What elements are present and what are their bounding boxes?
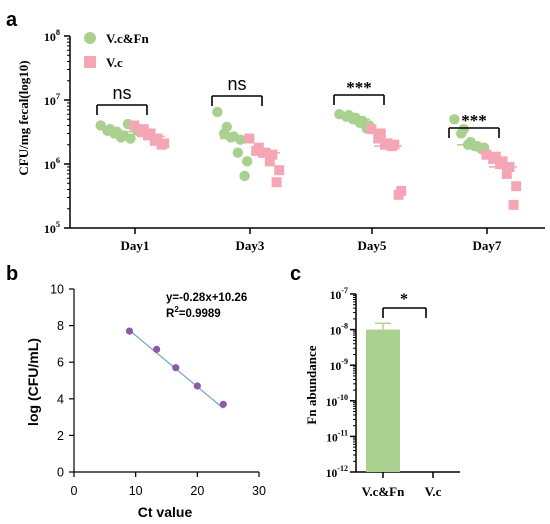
panel-a-point-vc: [143, 130, 153, 141]
panel-c-bar-vcfn: [366, 329, 400, 472]
panel-a-point-vc: [373, 133, 384, 144]
panel-a-point-vcfn: [125, 133, 136, 144]
panel-c-y-tick-label: 10-10: [326, 393, 348, 409]
panel-a-significance: ns ns *** ***: [96, 74, 500, 138]
panel-c-y-ticks: 10-12 10-11 10-10 10-9 10-8 10-7: [326, 286, 356, 480]
panel-c-significance: *: [382, 291, 427, 318]
panel-a-point-vcfn: [212, 106, 223, 118]
panel-a-significance-label: ns: [227, 74, 246, 94]
panel-b-point: [193, 382, 201, 390]
panel-c-x-ticks: V.c&Fn V.c: [362, 472, 442, 499]
panel-b-x-tick-label: 30: [252, 484, 266, 498]
panel-a-x-ticks: Day1 Day3 Day5 Day7: [121, 228, 502, 253]
panel-b-point: [125, 327, 134, 335]
panel-a-point-vc: [156, 139, 167, 150]
panel-c-y-tick-label: 10-7: [330, 286, 348, 302]
panel-c-y-tick-label: 10-8: [330, 322, 348, 338]
panel-a-x-tick-label: Day7: [473, 238, 502, 253]
panel-a-point-vcfn: [225, 132, 237, 143]
panel-a-point-vcfn: [115, 132, 127, 143]
panel-a-marks: [95, 106, 522, 210]
panel-c-ylabel: Fn abundance: [304, 345, 319, 424]
panel-a-y-tick-label: 108: [44, 28, 60, 44]
panel-c-y-tick-label: 10-11: [326, 428, 348, 444]
panel-a-point-vc: [251, 145, 262, 156]
legend-label-vc: V.c: [106, 55, 123, 70]
panel-b-r2: R2=0.9989: [166, 305, 221, 320]
panel-c-label: c: [290, 263, 301, 285]
panel-c-x-tick-label: V.c: [425, 484, 442, 499]
panel-b-xlabel: Ct value: [138, 504, 193, 520]
panel-b-x-tick-label: 10: [129, 484, 143, 498]
panel-a-point-vcfn: [456, 128, 467, 139]
panel-b-x-ticks: 0 10 20 30: [71, 472, 266, 498]
panel-a-y-tick-label: 107: [44, 92, 60, 108]
panel-a-point-vc: [488, 153, 499, 164]
panel-a-point-vc: [393, 189, 404, 200]
panel-b-y-tick-label: 2: [57, 429, 64, 443]
panel-b-y-ticks: 0 2 4 6 8 10: [50, 283, 74, 480]
panel-a-point-vc: [501, 168, 512, 179]
panel-c-y-tick-label: 10-9: [330, 357, 348, 373]
panel-c-y-tick-label: 10-12: [326, 464, 348, 480]
panel-a-x-tick-label: Day1: [121, 238, 150, 253]
panel-a-point-vcfn: [449, 114, 460, 125]
panel-b-x-tick-label: 20: [190, 484, 204, 498]
panel-a-point-vc: [244, 133, 255, 144]
panel-a-point-vc: [511, 181, 522, 192]
panel-a-point-vc: [495, 159, 505, 169]
panel-b-point: [153, 345, 161, 353]
panel-c-marks: [366, 322, 400, 472]
panel-a-ylabel: CFU/mg fecal(log10): [16, 60, 31, 175]
panel-a-point-vc: [264, 156, 275, 167]
panel-a-point-vc: [149, 135, 160, 146]
panel-b-ylabel: log (CFU/mL): [25, 338, 41, 426]
panel-a-label: a: [6, 9, 18, 31]
panel-b-point: [219, 400, 227, 408]
panel-c: c Fn abundance 10-1210-1110-1010-910-810…: [290, 263, 460, 499]
panel-b-y-tick-label: 4: [57, 392, 64, 406]
panel-a-point-vc: [271, 177, 282, 188]
panel-a-significance-label: ***: [461, 111, 487, 130]
panel-a-point-vc: [508, 199, 519, 210]
panel-a-significance-label: ns: [112, 83, 131, 103]
panel-b-y-tick-label: 10: [50, 283, 64, 297]
panel-a-x-tick-label: Day5: [358, 238, 387, 253]
panel-a-point-vc: [129, 120, 140, 131]
panel-a-point-vc: [380, 139, 390, 150]
panel-a-point-vcfn: [242, 156, 253, 167]
panel-a-x-tick-label: Day3: [236, 238, 265, 253]
panel-a-point-vcfn: [239, 170, 250, 182]
legend-marker-vcfn: [84, 32, 96, 44]
panel-a-point-vcfn: [235, 134, 246, 145]
panel-c-x-tick-label: V.c&Fn: [362, 484, 406, 499]
panel-a-y-ticks: 105 106 107 108: [44, 28, 70, 236]
panel-a-point-vc: [136, 125, 147, 136]
panel-a-point-vc: [481, 149, 492, 160]
panel-b-y-tick-label: 6: [57, 356, 64, 370]
panel-c-significance-label: *: [400, 291, 408, 308]
legend-label-vcfn: V.c&Fn: [106, 31, 150, 46]
panel-a-point-vcfn: [232, 147, 243, 158]
panel-a-y-tick-label: 105: [44, 220, 60, 236]
panel-a-point-vc: [267, 149, 278, 160]
panel-b-marks: [125, 327, 227, 409]
panel-a-point-vc: [375, 128, 386, 139]
panel-a-y-tick-label: 106: [44, 156, 60, 172]
panel-a-significance-label: ***: [346, 78, 372, 97]
panel-a-legend: V.c&Fn V.c: [84, 31, 150, 70]
legend-marker-vc: [84, 56, 96, 68]
panel-a-point-vc: [366, 124, 377, 135]
panel-b-equation: y=-0.28x+10.26: [166, 292, 247, 304]
panel-a-point-vc: [274, 165, 285, 176]
panel-b-label: b: [6, 263, 18, 285]
panel-b-x-tick-label: 0: [71, 484, 78, 498]
panel-b-y-tick-label: 0: [57, 466, 64, 480]
panel-b-point: [172, 364, 180, 372]
panel-b-y-tick-label: 8: [57, 319, 64, 333]
